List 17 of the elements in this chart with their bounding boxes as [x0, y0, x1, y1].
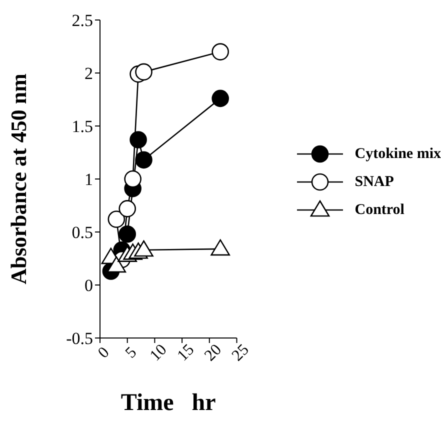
x-tick-label: 15 — [174, 341, 198, 365]
x-tick-label: 10 — [146, 341, 170, 365]
y-tick-label: -0.5 — [66, 329, 93, 348]
x-tick-label: 25 — [228, 341, 252, 365]
y-tick-label: 2.5 — [72, 11, 93, 30]
legend-label: SNAP — [354, 174, 394, 190]
x-axis-title: Time hr — [120, 390, 216, 416]
y-axis-title: Absorbance at 450 nm — [6, 74, 31, 284]
y-tick-label: 1.5 — [72, 117, 93, 136]
x-tick-label: 20 — [202, 341, 225, 365]
x-tick-label: 5 — [122, 344, 140, 362]
y-tick-label: 0.5 — [72, 223, 93, 242]
y-tick-label: 1 — [84, 170, 93, 190]
legend-label: Control — [354, 202, 404, 218]
legend-label: Cytokine mix — [354, 146, 441, 162]
y-tick-label: 2 — [84, 64, 93, 84]
y-tick-label: 0 — [84, 276, 93, 296]
